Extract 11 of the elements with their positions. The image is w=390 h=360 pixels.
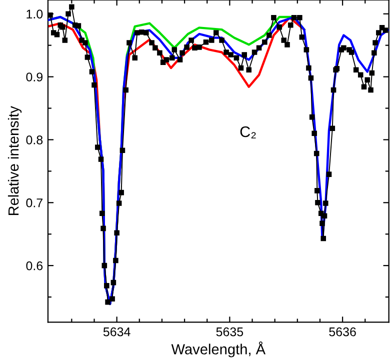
y-axis-title: Relative intensity xyxy=(8,106,22,216)
x-tick-label: 5636 xyxy=(329,327,356,336)
y-tick-label: 0.7 xyxy=(26,198,42,208)
y-tick-label: 1.0 xyxy=(26,10,43,18)
x-tick-label: 5634 xyxy=(103,327,130,336)
x-tick-label: 5635 xyxy=(216,327,244,336)
y-tick-label: 0.6 xyxy=(26,261,43,270)
annotation: C₂ xyxy=(240,126,256,138)
x-axis-title: Wavelength, Å xyxy=(171,341,266,358)
y-tick-label: 0.9 xyxy=(26,72,43,82)
y-tick-label: 0.8 xyxy=(26,136,43,144)
